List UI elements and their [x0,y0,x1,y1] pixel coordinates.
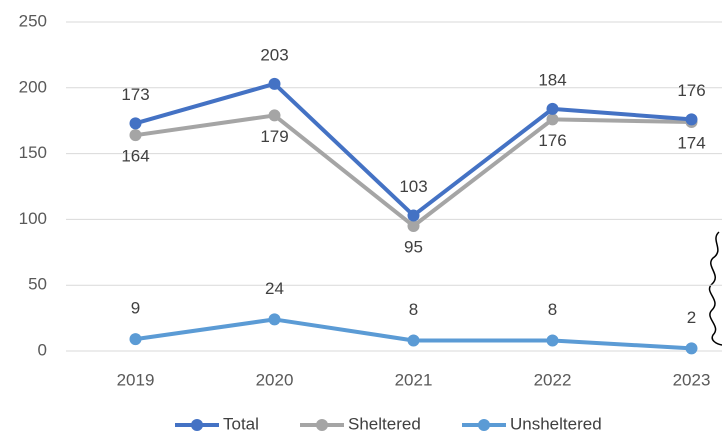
data-label: 95 [404,237,423,256]
data-label: 24 [265,279,284,298]
marker [268,109,281,122]
y-tick-label: 100 [19,209,47,228]
marker [268,77,281,90]
marker [129,117,142,130]
data-label: 2 [687,308,696,327]
marker [268,313,281,326]
data-label: 103 [399,177,427,196]
marker [407,209,420,222]
marker [685,342,698,355]
legend-label: Unsheltered [510,414,602,433]
marker [129,333,142,346]
marker [546,334,559,347]
y-tick-label: 0 [38,340,47,359]
y-tick-label: 200 [19,77,47,96]
series-line [135,113,692,228]
data-label: 179 [260,127,288,146]
y-tick-label: 50 [28,275,47,294]
legend-marker [478,419,490,431]
data-label: 164 [121,147,149,166]
x-tick-label: 2022 [534,370,572,389]
data-label: 176 [677,81,705,100]
marker [407,334,420,347]
x-tick-label: 2023 [673,370,711,389]
y-tick-label: 250 [19,11,47,30]
data-label: 184 [538,70,566,89]
y-tick-label: 150 [19,143,47,162]
data-label: 176 [538,131,566,150]
legend-label: Sheltered [348,414,421,433]
marker [407,219,420,232]
x-tick-label: 2021 [395,370,433,389]
data-label: 8 [409,300,418,319]
decoration [708,231,722,346]
data-label: 173 [121,85,149,104]
marker [546,102,559,115]
marker [546,113,559,126]
data-label: 9 [131,299,140,318]
legend-marker [191,419,203,431]
x-tick-label: 2020 [256,370,294,389]
marker [685,113,698,126]
data-label: 174 [677,134,705,153]
data-label: 203 [260,45,288,64]
marker [129,129,142,142]
legend-marker [316,419,328,431]
data-label: 8 [548,300,557,319]
x-tick-label: 2019 [117,370,155,389]
legend-label: Total [223,414,259,433]
